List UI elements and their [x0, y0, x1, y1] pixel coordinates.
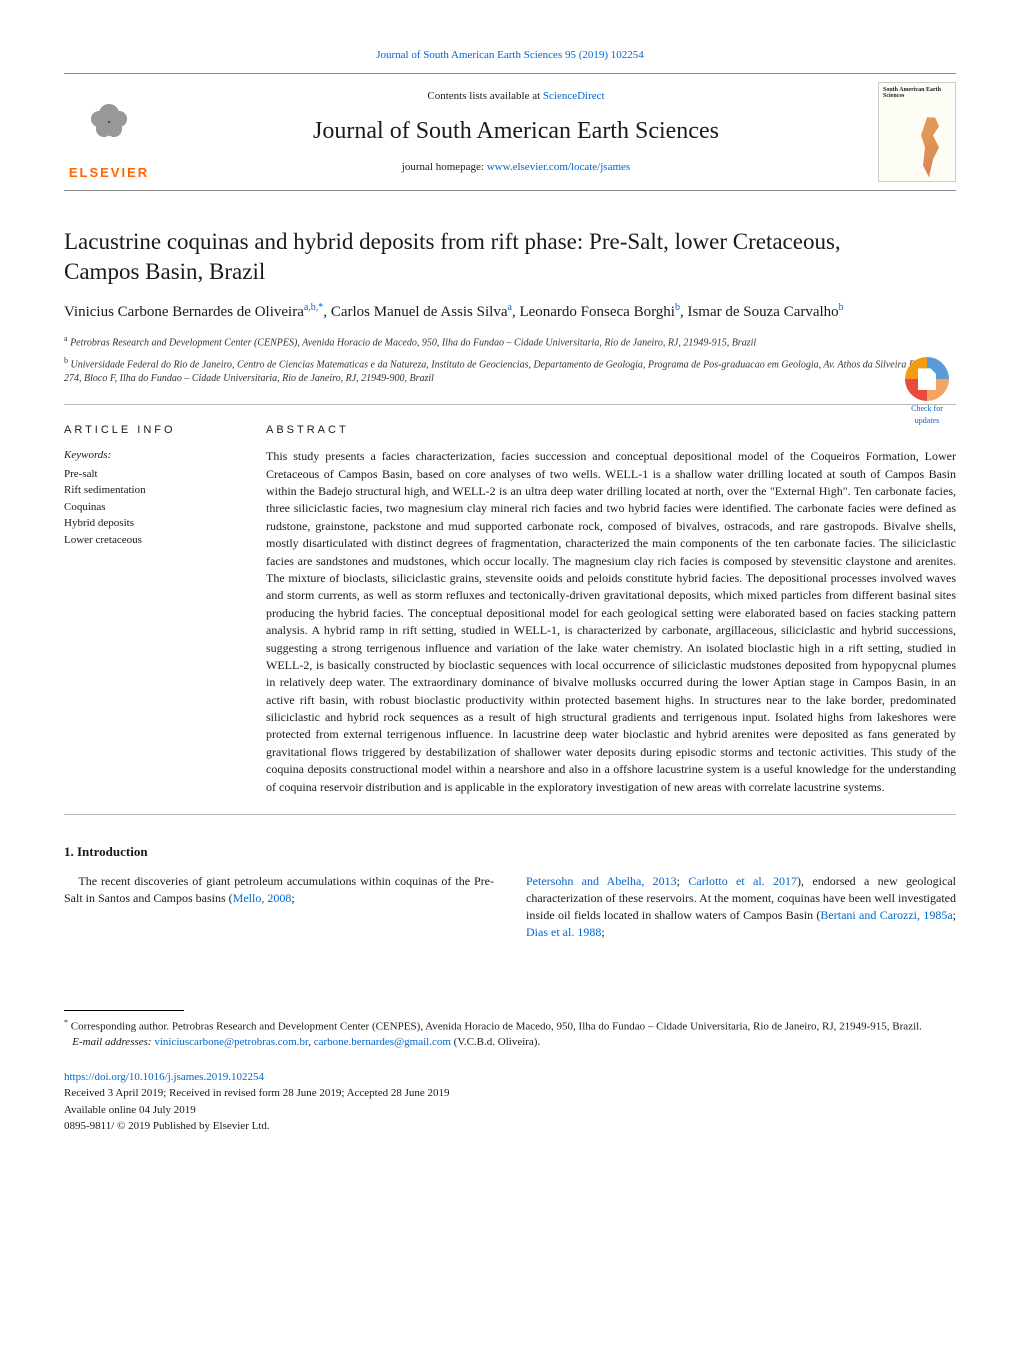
- history-line: Received 3 April 2019; Received in revis…: [64, 1087, 450, 1099]
- affiliation-b-text: Universidade Federal do Rio de Janeiro, …: [64, 359, 939, 384]
- citation-link[interactable]: Journal of South American Earth Sciences…: [376, 49, 644, 61]
- author-2-aff[interactable]: a: [507, 302, 511, 313]
- footnote-divider: [64, 1010, 184, 1011]
- authors-line: Vinicius Carbone Bernardes de Oliveiraa,…: [64, 301, 956, 323]
- corresponding-author-footnote: * Corresponding author. Petrobras Resear…: [64, 1017, 956, 1035]
- elsevier-logo: ELSEVIER: [64, 82, 154, 182]
- ref-link[interactable]: Dias et al. 1988: [526, 925, 601, 939]
- email-suffix: (V.C.B.d. Oliveira).: [451, 1036, 540, 1048]
- citation-header: Journal of South American Earth Sciences…: [64, 48, 956, 63]
- abstract-block: ABSTRACT This study presents a facies ch…: [266, 423, 956, 796]
- keyword: Pre-salt: [64, 466, 234, 483]
- divider: [64, 404, 956, 405]
- intro-text: ;: [291, 891, 294, 905]
- journal-header: ELSEVIER Contents lists available at Sci…: [64, 73, 956, 191]
- cover-title: South American Earth Sciences: [883, 87, 951, 99]
- affiliation-a-text: Petrobras Research and Development Cente…: [70, 338, 756, 349]
- intro-text: ;: [677, 874, 689, 888]
- keyword: Lower cretaceous: [64, 532, 234, 549]
- journal-name: Journal of South American Earth Sciences: [154, 115, 878, 149]
- contents-prefix: Contents lists available at: [427, 90, 542, 102]
- abstract-text: This study presents a facies characteriz…: [266, 448, 956, 796]
- intro-text: ;: [601, 925, 604, 939]
- journal-cover-thumb: South American Earth Sciences: [878, 82, 956, 182]
- section-head-intro: 1. Introduction: [64, 843, 956, 861]
- affiliation-b: b Universidade Federal do Rio de Janeiro…: [64, 355, 956, 386]
- author-3: Leonardo Fonseca Borghi: [519, 304, 675, 320]
- footnote-text: Corresponding author. Petrobras Research…: [71, 1021, 922, 1033]
- check-updates-icon: [905, 357, 949, 401]
- ref-link[interactable]: Bertani and Carozzi, 1985a: [820, 908, 952, 922]
- available-line: Available online 04 July 2019: [64, 1104, 196, 1116]
- article-info-block: ARTICLE INFO Keywords: Pre-salt Rift sed…: [64, 423, 234, 796]
- article-info-head: ARTICLE INFO: [64, 423, 234, 438]
- body-column-right: Petersohn and Abelha, 2013; Carlotto et …: [526, 873, 956, 940]
- keywords-label: Keywords:: [64, 448, 234, 463]
- body-column-left: The recent discoveries of giant petroleu…: [64, 873, 494, 940]
- email-label: E-mail addresses:: [72, 1036, 154, 1048]
- keyword: Hybrid deposits: [64, 515, 234, 532]
- affiliation-a: a Petrobras Research and Development Cen…: [64, 333, 956, 350]
- divider: [64, 814, 956, 815]
- author-4-aff[interactable]: b: [839, 302, 844, 313]
- ref-link[interactable]: Mello, 2008: [233, 891, 292, 905]
- contents-line: Contents lists available at ScienceDirec…: [154, 89, 878, 104]
- elsevier-tree-icon: [74, 94, 144, 164]
- copyright-line: 0895-9811/ © 2019 Published by Elsevier …: [64, 1120, 270, 1132]
- email-link-2[interactable]: carbone.bernardes@gmail.com: [314, 1036, 451, 1048]
- email-link-1[interactable]: viniciuscarbone@petrobras.com.br: [154, 1036, 308, 1048]
- cover-map-icon: [911, 117, 951, 177]
- author-1: Vinicius Carbone Bernardes de Oliveira: [64, 304, 304, 320]
- homepage-prefix: journal homepage:: [402, 161, 487, 173]
- author-2: Carlos Manuel de Assis Silva: [331, 304, 508, 320]
- check-updates-badge[interactable]: Check for updates: [898, 357, 956, 425]
- article-title: Lacustrine coquinas and hybrid deposits …: [64, 227, 854, 287]
- check-updates-label: Check for updates: [898, 403, 956, 425]
- email-footnote: E-mail addresses: viniciuscarbone@petrob…: [64, 1035, 956, 1050]
- author-3-aff[interactable]: b: [675, 302, 680, 313]
- ref-link[interactable]: Petersohn and Abelha, 2013: [526, 874, 677, 888]
- doi-link[interactable]: https://doi.org/10.1016/j.jsames.2019.10…: [64, 1071, 264, 1083]
- keyword: Coquinas: [64, 499, 234, 516]
- author-1-aff[interactable]: a,b,*: [304, 302, 323, 313]
- abstract-head: ABSTRACT: [266, 423, 956, 438]
- sciencedirect-link[interactable]: ScienceDirect: [543, 90, 605, 102]
- doi-block: https://doi.org/10.1016/j.jsames.2019.10…: [64, 1069, 956, 1135]
- ref-link[interactable]: Carlotto et al. 2017: [688, 874, 797, 888]
- homepage-line: journal homepage: www.elsevier.com/locat…: [154, 160, 878, 175]
- intro-text: ;: [953, 908, 956, 922]
- elsevier-text: ELSEVIER: [69, 164, 149, 182]
- keyword: Rift sedimentation: [64, 482, 234, 499]
- homepage-link[interactable]: www.elsevier.com/locate/jsames: [487, 161, 630, 173]
- author-4: Ismar de Souza Carvalho: [687, 304, 838, 320]
